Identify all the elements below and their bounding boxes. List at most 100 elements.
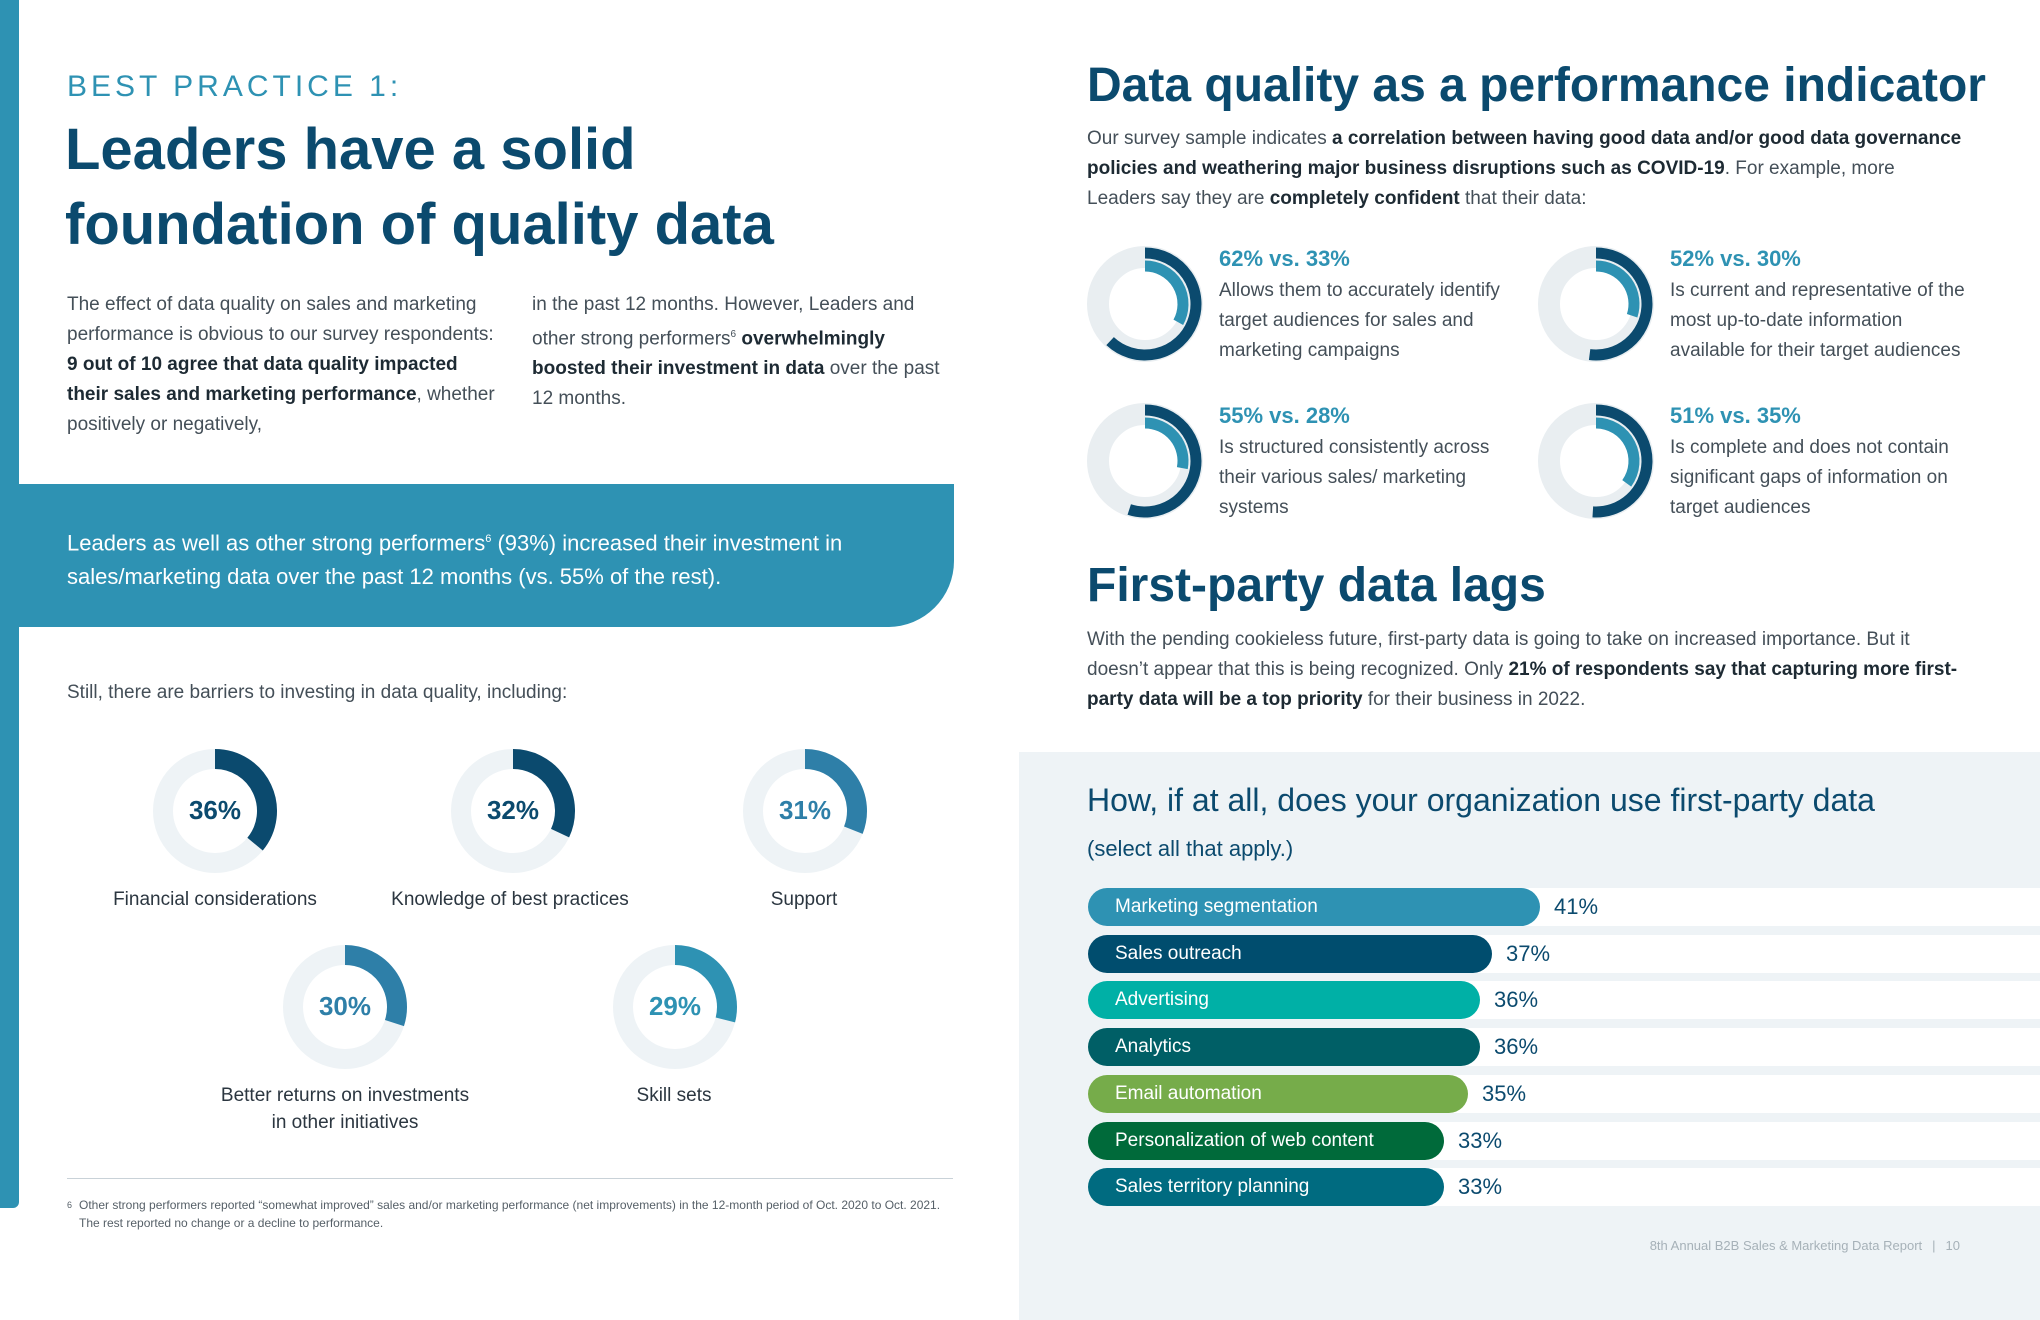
intro-paragraph-1: The effect of data quality on sales and …: [67, 290, 497, 440]
donut-arc: [344, 945, 407, 1027]
bar-category-label: Email automation: [1115, 1082, 1262, 1104]
bar-row: Sales outreach 37%: [1088, 934, 2040, 973]
rest-arc: [1144, 417, 1189, 470]
stat-headline: 51% vs. 35%: [1670, 403, 1801, 428]
barrier-label-line: Skill sets: [636, 1085, 712, 1106]
stat-description: Allows them to accurately identify targe…: [1219, 280, 1500, 361]
stat-headline: 52% vs. 30%: [1670, 246, 1801, 271]
footnote-ref: 6: [730, 329, 737, 340]
section-headline: Leaders have a solid foundation of quali…: [65, 112, 965, 262]
bar-value-label: 41%: [1554, 894, 1599, 919]
barrier-donut-graphic: [153, 749, 277, 873]
leaders-arc: [1106, 247, 1202, 361]
performance-paragraph: Our survey sample indicates a correlatio…: [1087, 124, 1967, 214]
barrier-percent: 32%: [486, 795, 540, 825]
first-party-paragraph: With the pending cookieless future, firs…: [1087, 625, 1967, 715]
donut-arc: [214, 749, 277, 851]
barrier-donut: 30%: [282, 944, 408, 1070]
callout-text: Leaders as well as other strong performe…: [67, 530, 486, 556]
para-text: for their business in 2022.: [1362, 689, 1586, 710]
para-bold: 21% of respondents say that capturing mo…: [1087, 659, 1958, 710]
bar-fill: [1088, 1121, 1444, 1160]
para-text: . For example, more Leaders say they are: [1087, 158, 1895, 209]
barrier-percent: 30%: [318, 991, 372, 1021]
para-text: With the pending cookieless future, firs…: [1087, 629, 1910, 680]
bar-row: Analytics 36%: [1088, 1028, 2040, 1067]
leaders-arc: [1127, 404, 1202, 518]
bar-fill: [1088, 1028, 1480, 1067]
rest-arc: [1595, 417, 1640, 487]
footer-report-name: 8th Annual B2B Sales & Marketing Data Re…: [1649, 1238, 1923, 1253]
intro-text: The effect of data quality on sales and …: [67, 294, 494, 345]
title-performance-indicator: Data quality as a performance indicator: [1087, 59, 1986, 112]
barrier-donut-graphic: [613, 945, 737, 1069]
barrier-label-line: Financial considerations: [113, 889, 317, 910]
intro-text: in the past 12 months. However, Leaders …: [532, 294, 915, 350]
stat-headline: 62% vs. 33%: [1219, 246, 1350, 271]
bar-category-label: Personalization of web content: [1115, 1129, 1374, 1151]
bar-fill: [1088, 981, 1480, 1020]
donut-arc: [512, 749, 575, 838]
leaders-arc: [1588, 247, 1653, 361]
barrier-donut: 31%: [742, 748, 868, 874]
rest-arc: [1144, 260, 1189, 325]
bar-value-label: 33%: [1458, 1174, 1503, 1200]
chart-title: How, if at all, does your organization u…: [1087, 782, 1875, 818]
barrier-percent: 36%: [188, 795, 242, 825]
intro-bold: 9 out of 10 agree that data quality impa…: [67, 354, 458, 405]
stat-description: Is current and representative of the mos…: [1670, 280, 1965, 361]
bar-fill: [1088, 1074, 1468, 1113]
rest-arc: [1595, 260, 1640, 318]
bar-row: Personalization of web content 33%: [1088, 1121, 2040, 1160]
stat-ring-graphic: [1087, 403, 1203, 519]
para-text: Our survey sample indicates: [1087, 128, 1332, 149]
section-kicker: BEST PRACTICE 1:: [67, 70, 403, 103]
barrier-donut-graphic: [451, 749, 575, 873]
footnote-divider: [67, 1178, 953, 1179]
title-first-party: First-party data lags: [1087, 559, 1546, 612]
bar-category-label: Sales outreach: [1115, 942, 1242, 964]
bar-value-label: 37%: [1506, 940, 1551, 966]
barrier-donut-graphic: [743, 749, 867, 873]
footnote-text: Other strong performers reported “somewh…: [79, 1198, 941, 1230]
footnote-ref: 6: [485, 533, 492, 545]
bar-value-label: 36%: [1494, 1034, 1539, 1060]
stat-headline: 55% vs. 28%: [1219, 403, 1350, 428]
footnote-mark: 6: [67, 1200, 73, 1210]
stat-ring-graphic: [1538, 246, 1654, 362]
intro-paragraph-2: in the past 12 months. However, Leaders …: [532, 290, 952, 414]
bar-row: Sales territory planning 33%: [1088, 1168, 2040, 1207]
barrier-label: Financial considerations: [45, 886, 385, 913]
stat-description: Is complete and does not contain signifi…: [1670, 437, 1949, 518]
donut-arc: [804, 749, 867, 834]
confidence-stat: 52% vs. 30% Is current and representative…: [1538, 246, 1978, 366]
barrier-label-line: Knowledge of best practices: [391, 889, 629, 910]
intro-text: over the past 12 months.: [532, 358, 940, 410]
callout-text: (93%) increased their investment in sale…: [67, 530, 843, 590]
headline-line-2: foundation of quality data: [65, 192, 774, 257]
bar-category-label: Analytics: [1115, 1036, 1192, 1058]
barrier-label: Support: [634, 886, 974, 913]
bar-category-label: Marketing segmentation: [1115, 896, 1318, 917]
bar-value-label: 35%: [1482, 1080, 1527, 1106]
bar-row: Advertising 36%: [1088, 981, 2040, 1020]
barrier-label: Better returns on investments in other in…: [175, 1082, 515, 1136]
barrier-label: Knowledge of best practices: [340, 886, 680, 913]
confidence-stat: 55% vs. 28% Is structured consistently ac…: [1087, 403, 1527, 523]
intro-text: , whether positively or negatively,: [67, 384, 495, 435]
bar-value-label: 36%: [1494, 987, 1539, 1013]
headline-line-1: Leaders have a solid: [65, 117, 636, 182]
barrier-donut: 36%: [152, 748, 278, 874]
footnote: 6 Other strong performers reported “some…: [67, 1196, 947, 1232]
bar-fill: [1088, 888, 1540, 926]
left-accent-bar: [0, 0, 19, 1208]
stat-description: Is structured consistently across their …: [1219, 437, 1490, 518]
confidence-stat: 62% vs. 33% Allows them to accurately ide…: [1087, 246, 1527, 366]
bar-category-label: Advertising: [1115, 989, 1209, 1011]
bar-row: Marketing segmentation 41%: [1088, 888, 2040, 926]
bar-fill: [1088, 1168, 1444, 1207]
page-number: 10: [1945, 1238, 1960, 1253]
para-text: that their data:: [1459, 188, 1587, 209]
barriers-intro: Still, there are barriers to investing i…: [67, 682, 568, 703]
